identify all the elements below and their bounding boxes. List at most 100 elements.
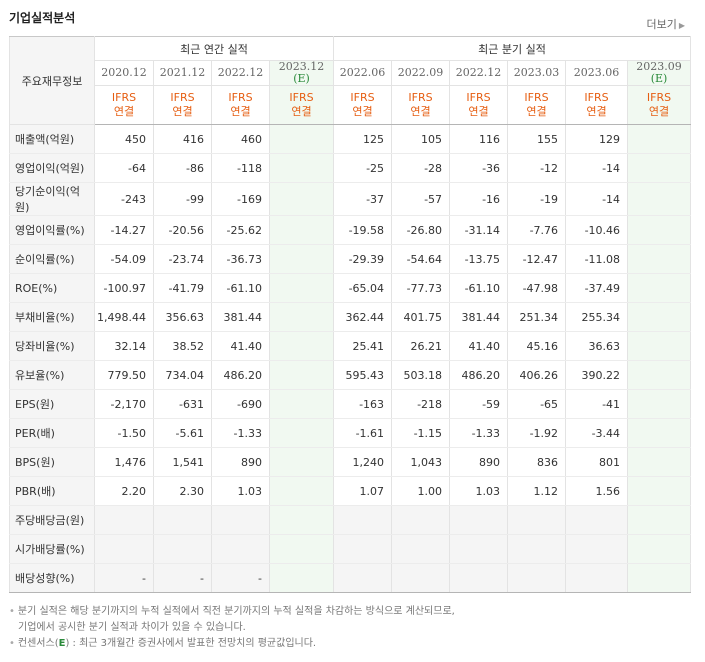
table-cell	[268, 505, 335, 535]
ifrs-label: IFRS	[408, 91, 433, 104]
consolidated-label: 연결	[586, 105, 607, 118]
ifrs-label: IFRS	[584, 91, 609, 104]
period-label: 2022.12	[217, 66, 264, 79]
table-cell: -14.27	[94, 215, 154, 245]
consolidated-label: 연결	[172, 105, 193, 118]
table-cell: -36.73	[211, 244, 270, 274]
table-cell: 1,541	[153, 447, 212, 477]
consolidated-label: 연결	[410, 105, 431, 118]
note-quarter: 분기 실적은 해당 분기까지의 누적 실적에서 직전 분기까지의 누적 실적을 …	[17, 606, 455, 617]
table-cell: 45.16	[507, 331, 567, 361]
table-cell	[449, 505, 509, 535]
table-row: BPS(원) 1,476 1,541 890 1,240 1,043 890 836 801	[9, 447, 692, 477]
ifrs-label: IFRS	[524, 91, 549, 104]
table-cell: -25.62	[211, 215, 270, 245]
table-cell: 2.20	[94, 476, 154, 506]
table-cell: 1,043	[391, 447, 451, 477]
consolidated-label: 연결	[468, 105, 489, 118]
ifrs-label: IFRS	[646, 91, 672, 104]
table-cell: 1,498.44	[94, 302, 154, 332]
table-cell: -1.92	[507, 418, 567, 448]
table-cell: -163	[333, 389, 393, 419]
table-cell: -99	[153, 182, 212, 216]
table-cell: -23.74	[153, 244, 212, 274]
table-cell: -20.56	[153, 215, 212, 245]
table-cell	[268, 563, 335, 593]
table-cell: 32.14	[94, 331, 154, 361]
table-cell: -19.58	[333, 215, 393, 245]
table-cell	[268, 273, 335, 303]
accounting-standard-header: IFRS 연결	[627, 85, 692, 125]
table-row: 주당배당금(원)	[9, 505, 692, 535]
table-cell: 890	[211, 447, 270, 477]
table-cell: 836	[507, 447, 567, 477]
row-label: 부채비율(%)	[9, 302, 95, 332]
period-header: 2023.03	[507, 60, 567, 86]
accounting-standard-header: IFRS 연결	[268, 85, 335, 125]
table-cell	[627, 360, 692, 390]
table-cell: -118	[211, 153, 270, 183]
table-cell	[449, 534, 509, 564]
table-cell: 356.63	[153, 302, 212, 332]
table-cell: 416	[153, 124, 212, 154]
table-cell	[627, 505, 692, 535]
table-cell: 129	[565, 124, 629, 154]
table-cell	[627, 476, 692, 506]
table-cell: -57	[391, 182, 451, 216]
table-cell: -54.09	[94, 244, 154, 274]
table-cell: 1.03	[211, 476, 270, 506]
table-cell	[627, 563, 692, 593]
financial-table: 주요재무정보 최근 연간 실적 최근 분기 실적 2020.12 2021.12 2…	[9, 36, 692, 593]
table-cell: 116	[449, 124, 509, 154]
ifrs-label: IFRS	[289, 91, 314, 104]
table-cell: -36	[449, 153, 509, 183]
table-cell: -19	[507, 182, 567, 216]
table-cell: -14	[565, 153, 629, 183]
table-cell	[507, 563, 567, 593]
table-cell: -47.98	[507, 273, 567, 303]
row-label: BPS(원)	[9, 447, 95, 477]
ifrs-label: IFRS	[228, 91, 253, 104]
table-cell: -65.04	[333, 273, 393, 303]
table-cell: 1.12	[507, 476, 567, 506]
estimate-mark: (E)	[650, 72, 668, 85]
table-cell: -690	[211, 389, 270, 419]
table-cell: 503.18	[391, 360, 451, 390]
table-cell: -	[153, 563, 212, 593]
row-label: 매출액(억원)	[9, 124, 95, 154]
period-header: 2022.12	[449, 60, 509, 86]
table-cell: 890	[449, 447, 509, 477]
table-cell	[268, 360, 335, 390]
table-cell	[627, 447, 692, 477]
table-cell	[391, 563, 451, 593]
table-cell: 779.50	[94, 360, 154, 390]
table-row: ROE(%) -100.97 -41.79 -61.10 -65.04 -77.73 -61…	[9, 273, 692, 303]
table-cell: -37	[333, 182, 393, 216]
table-row: 매출액(억원) 450 416 460 125 105 116 155 129	[9, 124, 692, 154]
period-label: 2022.06	[339, 66, 386, 79]
row-label: 당기순이익(억원)	[9, 182, 95, 216]
accounting-standard-header: IFRS 연결	[333, 85, 393, 125]
table-cell: -54.64	[391, 244, 451, 274]
table-cell: 1.07	[333, 476, 393, 506]
row-label: 당좌비율(%)	[9, 331, 95, 361]
table-cell: -28	[391, 153, 451, 183]
table-cell: 1.03	[449, 476, 509, 506]
table-cell	[268, 476, 335, 506]
table-cell: -7.76	[507, 215, 567, 245]
table-cell	[94, 534, 154, 564]
table-cell: -	[211, 563, 270, 593]
table-cell: 251.34	[507, 302, 567, 332]
table-cell: -41	[565, 389, 629, 419]
table-cell	[565, 505, 629, 535]
table-cell: -13.75	[449, 244, 509, 274]
table-cell: 41.40	[449, 331, 509, 361]
section-title: 기업실적분석	[9, 11, 76, 25]
table-row: PBR(배) 2.20 2.30 1.03 1.07 1.00 1.03 1.12 1.56	[9, 476, 692, 506]
note-consensus-suffix: ) : 최근 3개월간 증권사에서 발표한 전망치의 평균값입니다.	[65, 638, 317, 649]
note-consensus-mark: E	[58, 638, 66, 649]
table-cell	[391, 534, 451, 564]
period-label: 2023.12	[278, 60, 325, 73]
more-link[interactable]: 더보기 ▶	[646, 16, 685, 32]
row-label: 순이익률(%)	[9, 244, 95, 274]
